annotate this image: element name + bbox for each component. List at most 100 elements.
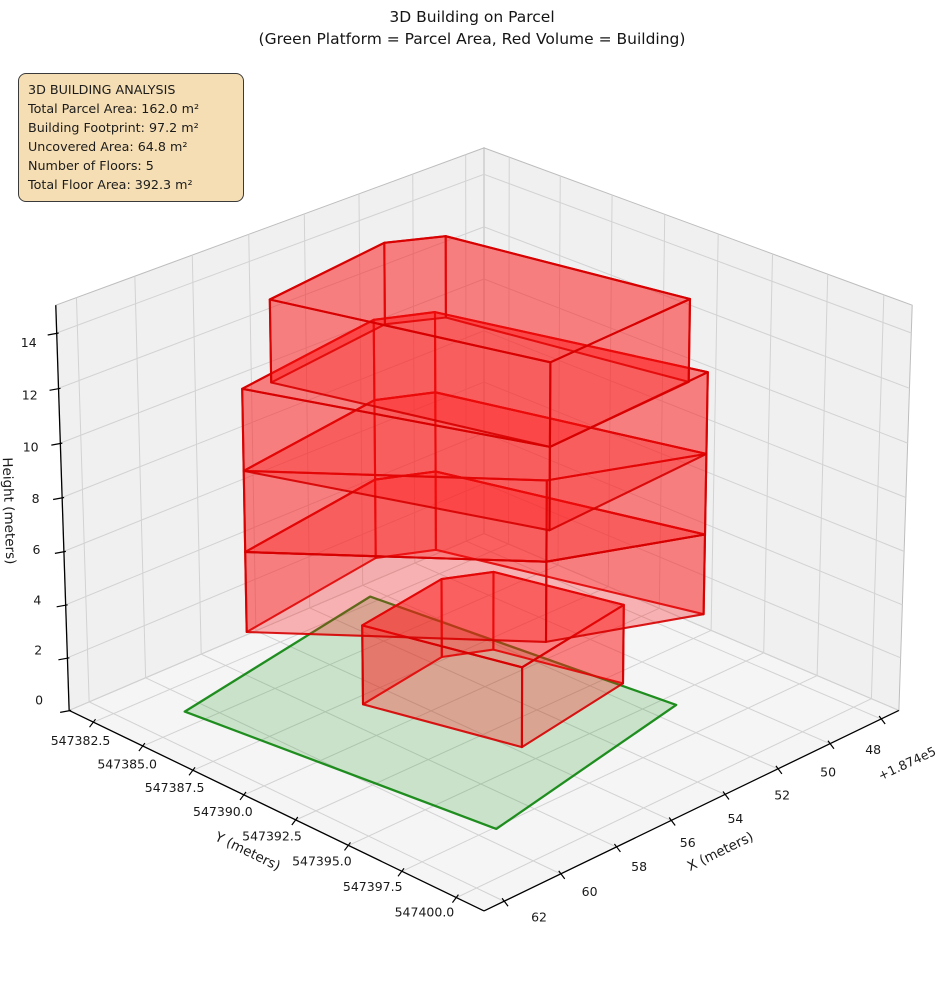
- building-floor-3: [242, 391, 708, 563]
- analysis-box-line: Total Floor Area: 392.3 m²: [28, 177, 193, 192]
- analysis-box-title: 3D BUILDING ANALYSIS: [28, 82, 176, 97]
- y-tick: [239, 791, 247, 801]
- x-tick: [878, 715, 886, 725]
- grid-line-x-floor: [466, 540, 882, 720]
- z-tick: [53, 496, 65, 501]
- analysis-annotation-box: 3D BUILDING ANALYSIS Total Parcel Area: …: [18, 73, 244, 202]
- grid-line-x-floor: [362, 584, 779, 770]
- building-roof-face: [241, 311, 709, 448]
- grid-line-y-wall: [816, 274, 829, 676]
- grid-line-z-wall-right: [483, 173, 912, 334]
- grid-line-y-wall: [607, 194, 613, 587]
- y-tick-label: 547397.5: [343, 879, 403, 894]
- grid-line-y-floor: [456, 698, 872, 899]
- building-roof-face: [268, 235, 692, 364]
- x-tick-label: 56: [680, 835, 696, 850]
- grid-line-y-wall: [870, 294, 885, 699]
- chart-title-line2: (Green Platform = Parcel Area, Red Volum…: [258, 29, 686, 48]
- y-tick: [451, 894, 459, 903]
- grid-line-x-floor: [88, 701, 505, 902]
- grid-line-x-floor: [309, 607, 726, 795]
- building-floor-4: [241, 311, 709, 532]
- grid-line-x-wall: [465, 154, 467, 542]
- z-tick-label: 6: [33, 542, 41, 557]
- y-tick-label: 547390.0: [193, 804, 253, 819]
- x-tick-label: 60: [582, 884, 598, 899]
- grid-line-z-wall-left: [61, 330, 485, 498]
- y-tick-label: 547382.5: [51, 733, 111, 748]
- chart-title-line1: 3D Building on Parcel: [389, 8, 555, 26]
- z-tick-label: 2: [34, 643, 42, 658]
- z-tick: [58, 657, 70, 661]
- z-axis-title: Height (meters): [0, 457, 18, 565]
- grid-line-y-wall: [763, 253, 774, 653]
- z-tick-label: 10: [23, 439, 39, 454]
- z-tick-label: 14: [21, 335, 37, 350]
- z-tick: [49, 387, 61, 391]
- grid-line-x-wall: [248, 234, 257, 631]
- x-tick: [775, 765, 783, 775]
- building-roof-face: [361, 570, 625, 669]
- z-tick-label: 8: [32, 491, 40, 506]
- x-tick: [558, 870, 566, 880]
- x-tick-label: 50: [820, 765, 836, 780]
- grid-line-y-floor: [348, 652, 764, 846]
- z-tick: [56, 604, 68, 608]
- grid-line-y-floor: [243, 607, 660, 796]
- grid-line-z-wall-right: [483, 432, 903, 606]
- x-tick: [668, 817, 676, 826]
- grid-line-z-wall-right: [483, 533, 900, 711]
- z-tick: [60, 709, 72, 713]
- y-tick: [343, 842, 351, 851]
- y-tick: [138, 742, 146, 752]
- grid-line-z-wall-left: [65, 432, 485, 606]
- grid-line-z-wall-left: [68, 533, 485, 711]
- building-floor-1: [361, 570, 625, 749]
- z-tick-label: 0: [35, 692, 43, 707]
- analysis-box-line: Building Footprint: 97.2 m²: [28, 120, 199, 135]
- x-tick-label: 62: [531, 909, 547, 924]
- chart-title: 3D Building on Parcel (Green Platform = …: [0, 7, 944, 50]
- grid-line-z-wall-left: [63, 381, 485, 552]
- y-tick-label: 547400.0: [395, 905, 455, 920]
- y-tick: [291, 816, 299, 826]
- building-floor-5: [268, 235, 692, 448]
- grid-line-y-wall: [710, 233, 719, 631]
- y-axis-spine: [68, 709, 485, 912]
- x-axis-offset-text: +1.874e5: [876, 743, 938, 783]
- grid-line-z-wall-right: [483, 278, 908, 444]
- analysis-box-line: Number of Floors: 5: [28, 158, 154, 173]
- z-tick-label: 4: [33, 593, 41, 608]
- building-face: [244, 550, 548, 643]
- y-tick: [89, 718, 97, 728]
- y-tick-label: 547387.5: [145, 780, 205, 795]
- y-tick-label: 547385.0: [97, 756, 157, 771]
- grid-line-z-wall-right: [483, 226, 910, 389]
- y-tick-label: 547392.5: [242, 829, 302, 844]
- grid-line-x-wall: [303, 213, 311, 608]
- grid-line-z-wall-left: [60, 278, 485, 444]
- grid-line-y-floor: [142, 564, 559, 747]
- z-tick: [54, 550, 67, 554]
- grid-line-x-floor: [200, 653, 617, 848]
- z-tick: [51, 442, 63, 446]
- grid-line-z-wall-right: [483, 381, 905, 552]
- y-tick: [188, 766, 196, 776]
- grid-line-y-floor: [295, 629, 712, 821]
- grid-line-x-wall: [134, 276, 147, 678]
- grid-line-y-floor: [401, 675, 818, 872]
- grid-line-z-wall-left: [67, 483, 485, 659]
- grid-line-z-wall-right: [483, 330, 907, 498]
- grid-line-z-wall-right: [483, 483, 901, 659]
- grid-line-x-wall: [358, 193, 364, 586]
- x-tick-label: 58: [631, 859, 647, 874]
- x-tick-label: 48: [865, 742, 881, 757]
- x-tick-label: 54: [727, 811, 743, 826]
- x-tick: [501, 897, 509, 907]
- grid-line-x-wall: [191, 255, 202, 655]
- x-tick: [613, 843, 621, 853]
- analysis-box-line: Uncovered Area: 64.8 m²: [28, 139, 188, 154]
- x-tick-label: 52: [774, 788, 790, 803]
